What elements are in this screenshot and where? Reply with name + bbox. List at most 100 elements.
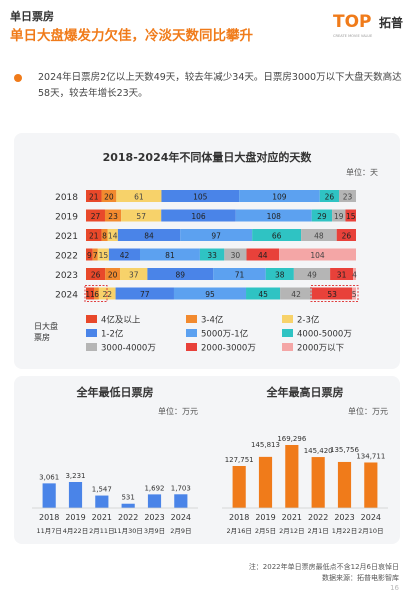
x-label-1-2019: 2019: [255, 513, 275, 522]
bar-segment-2019-3: [161, 209, 236, 222]
bar-label-2019-1: 23: [108, 212, 118, 221]
legend-title-line-1: 票房: [34, 332, 50, 342]
date-label-0-2023: 3月9日: [144, 527, 165, 535]
bar-segment-2024-1: [94, 287, 99, 300]
value-label-1-2019: 145,813: [251, 441, 280, 449]
bar-segment-2021-0: [86, 229, 102, 241]
bar-label-2024-4: 95: [205, 290, 215, 299]
legend-label-8: 2000万以下: [297, 344, 345, 354]
bar-segment-2022-3: [108, 248, 140, 261]
bar-segment-2019-4: [235, 209, 312, 222]
bar-label-2018-5: 26: [325, 193, 335, 202]
bar-segment-2024-5: [246, 287, 281, 300]
bar-0-2019: [68, 482, 83, 508]
date-label-0-2022: 11月30日: [113, 527, 143, 535]
value-label-1-2023: 135,756: [330, 446, 359, 454]
bar-segment-2022-2: [97, 248, 109, 261]
bar-segment-2022-4: [140, 248, 200, 261]
date-label-0-2019: 4月22日: [63, 527, 88, 535]
bar-1-2024: [364, 462, 378, 508]
bar-0-2021: [95, 495, 109, 508]
top-logo: TOP 拓普 CREATE MOVIE VALUE: [333, 10, 403, 40]
bar-segment-2021-6: [301, 229, 337, 241]
bar-label-2022-8: 104: [310, 251, 325, 260]
bar-label-2023-6: 49: [307, 271, 317, 280]
bar-label-2023-4: 71: [235, 271, 245, 280]
value-label-0-2024: 1,703: [171, 484, 191, 492]
bar-segment-2023-5: [265, 268, 294, 280]
x-label-1-2021: 2021: [282, 513, 302, 522]
bar-0-2018: [42, 483, 56, 508]
stacked-chart-unit: 单位：天: [346, 168, 378, 177]
bar-segment-2022-5: [199, 248, 225, 261]
bar-label-2021-6: 48: [314, 232, 324, 241]
bar-segment-2023-3: [147, 268, 214, 280]
date-label-1-2021: 2月12日: [279, 527, 304, 535]
x-label-1-2018: 2018: [229, 513, 249, 522]
bar-segment-2019-6: [332, 209, 346, 222]
bar-label-2024-2: 22: [102, 290, 112, 299]
value-label-0-2023: 1,692: [144, 484, 164, 492]
highlight-box-low: [84, 285, 108, 302]
bar-label-2023-0: 26: [91, 271, 101, 280]
bar-segment-2019-7: [345, 209, 356, 222]
bar-label-2021-3: 84: [144, 232, 154, 241]
x-label-0-2019: 2019: [65, 513, 85, 522]
legend-swatch-4: [186, 329, 197, 337]
bar-segment-2021-1: [101, 229, 108, 241]
date-label-1-2018: 2月16日: [226, 527, 251, 535]
legend-swatch-2: [282, 315, 293, 323]
bar-label-2019-0: 27: [91, 212, 101, 221]
bar-segment-2023-4: [213, 268, 266, 280]
bar-label-2021-4: 97: [211, 232, 221, 241]
bar-label-2018-4: 109: [272, 193, 287, 202]
value-label-1-2024: 134,711: [356, 452, 385, 460]
bar-segment-2019-5: [311, 209, 333, 222]
x-label-1-2023: 2023: [334, 513, 354, 522]
bar-segment-2018-1: [101, 190, 117, 202]
bar-0-2024: [174, 494, 188, 508]
bar-segment-2021-4: [180, 229, 253, 241]
bar-label-2024-7: 53: [327, 290, 337, 299]
date-label-0-2018: 11月7日: [36, 527, 61, 535]
year-label-2024: 2024: [55, 291, 78, 301]
bar-segment-2024-6: [280, 287, 313, 300]
bar-label-2024-3: 77: [140, 290, 150, 299]
bar-segment-2024-3: [115, 287, 174, 300]
bar-label-2021-0: 21: [89, 232, 99, 241]
bar-label-2024-5: 45: [258, 290, 268, 299]
bar-label-2019-7: 15: [346, 212, 356, 221]
stacked-chart-title: 2018-2024年不同体量日大盘对应的天数: [102, 151, 312, 164]
bar-segment-2024-0: [86, 287, 95, 300]
bar-segment-2024-7: [312, 287, 353, 300]
bar-label-2019-2: 57: [136, 212, 146, 221]
legend-swatch-7: [186, 343, 197, 351]
stacked-chart-card: 2018-2024年不同体量日大盘对应的天数 单位：天 2018 21 20 61 10…: [14, 133, 400, 369]
value-label-1-2018: 127,751: [225, 456, 254, 464]
legend-label-0: 4亿及以上: [101, 315, 141, 326]
bar-label-2022-1: 7: [93, 251, 98, 260]
bar-label-2023-3: 89: [176, 271, 186, 280]
bar-label-2024-6: 42: [291, 290, 301, 299]
bar-label-2022-5: 33: [207, 251, 217, 260]
bar-1-2019: [258, 456, 273, 508]
summary-text: 2024年日票房2亿以上天数49天，较去年减少34天。日票房3000万以下大盘天…: [38, 72, 402, 99]
bar-label-2019-3: 106: [191, 212, 206, 221]
bar-label-2019-4: 108: [267, 212, 282, 221]
bar-label-2022-2: 15: [99, 251, 109, 260]
min-max-card: 全年最低日票房 单位：万元 3,061 2018 11月7日 3,231 2019 4月22日…: [14, 376, 400, 544]
bar-1-2023: [337, 461, 352, 508]
bar-segment-2023-2: [120, 268, 148, 280]
x-label-0-2023: 2023: [144, 513, 164, 522]
date-label-1-2024: 2月10日: [358, 527, 383, 535]
header-kicker: 单日票房: [10, 10, 54, 23]
legend-swatch-0: [86, 315, 97, 323]
bar-segment-2023-0: [86, 268, 106, 280]
bar-segment-2023-8: [353, 268, 356, 280]
legend-swatch-8: [282, 343, 293, 351]
panel-title-1: 全年最高日票房: [266, 385, 344, 399]
legend-label-1: 3-4亿: [201, 315, 223, 326]
bar-1-2022: [311, 457, 325, 508]
